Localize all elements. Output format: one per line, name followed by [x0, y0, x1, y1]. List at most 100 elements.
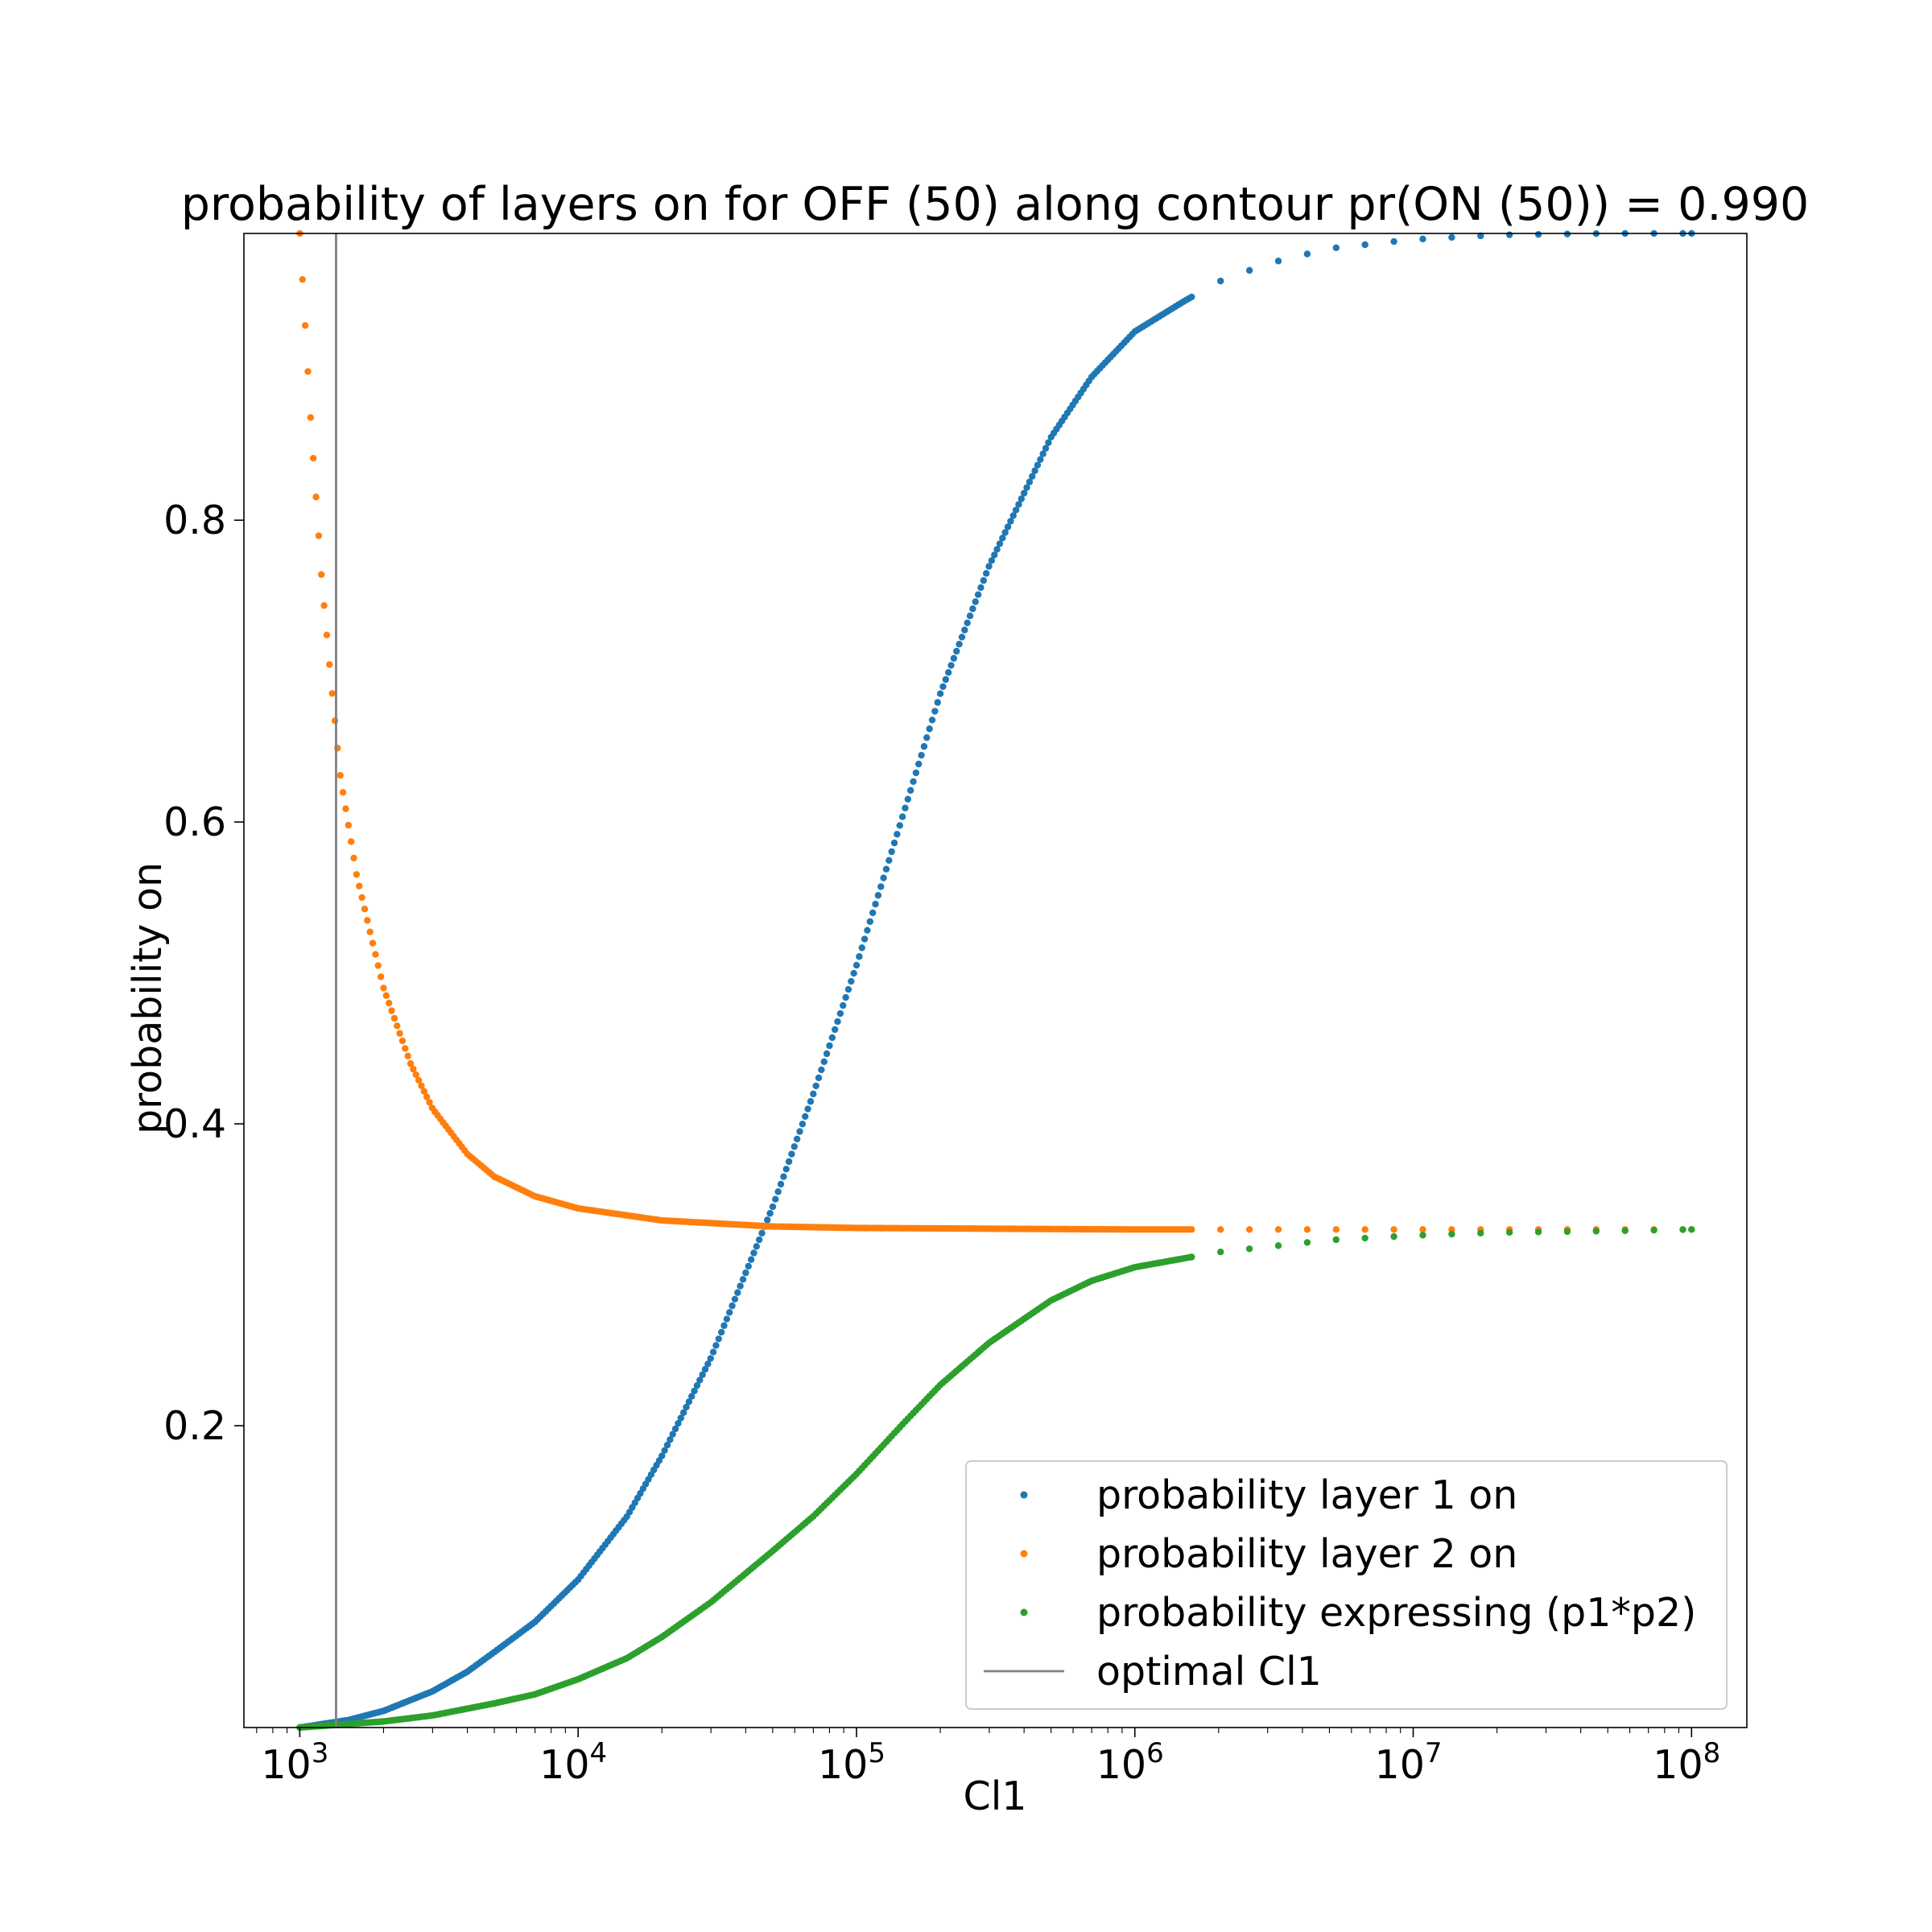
data-point: [831, 1026, 839, 1034]
data-point: [1592, 1228, 1600, 1235]
data-point: [964, 619, 971, 627]
data-point: [828, 1034, 836, 1042]
data-point: [936, 690, 944, 697]
legend-item: probability layer 2 on: [1020, 1531, 1517, 1577]
data-point: [715, 1335, 722, 1343]
data-point: [996, 540, 1004, 547]
data-point: [972, 598, 979, 605]
data-point: [823, 1050, 831, 1058]
legend-item: probability expressing (p1*p2): [1020, 1590, 1696, 1636]
data-point: [896, 822, 903, 829]
y-tick-label: 0.8: [163, 497, 226, 543]
data-point: [667, 1436, 674, 1443]
data-point: [1361, 1226, 1368, 1233]
data-point: [910, 778, 917, 786]
data-point: [1303, 1239, 1311, 1246]
data-point: [331, 717, 339, 724]
data-point: [720, 1322, 728, 1329]
legend: probability layer 1 on probability layer …: [965, 1460, 1728, 1710]
data-point: [336, 772, 344, 779]
data-point: [1688, 1226, 1695, 1233]
data-point: [1332, 1236, 1340, 1244]
data-point: [774, 1188, 782, 1195]
data-point: [412, 1071, 419, 1079]
data-point: [1245, 1245, 1253, 1253]
data-point: [704, 1360, 712, 1368]
data-point: [1045, 439, 1052, 447]
data-point: [920, 743, 928, 750]
data-point: [1303, 250, 1311, 258]
data-point: [898, 813, 906, 820]
data-point: [852, 961, 861, 969]
legend-item: optimal Cl1: [984, 1649, 1322, 1695]
series-2: [296, 229, 1695, 1233]
data-point: [923, 734, 931, 741]
data-point: [999, 535, 1006, 542]
data-point: [912, 769, 920, 777]
data-point: [942, 675, 950, 683]
data-point: [1023, 484, 1030, 491]
data-point: [312, 493, 320, 501]
data-point: [858, 944, 865, 952]
data-point: [1012, 506, 1020, 514]
data-point: [1217, 1226, 1224, 1233]
legend-marker: [1020, 1550, 1028, 1558]
data-point: [388, 1007, 395, 1014]
data-point: [685, 1398, 693, 1406]
data-point: [358, 894, 365, 902]
legend-frame: [965, 1460, 1728, 1710]
data-point: [1505, 1228, 1513, 1236]
data-point: [1001, 529, 1009, 536]
legend-marker: [1020, 1491, 1028, 1499]
data-point: [307, 414, 315, 421]
data-point: [726, 1309, 733, 1316]
data-point: [791, 1143, 798, 1150]
data-point: [677, 1414, 684, 1422]
data-point: [734, 1289, 741, 1296]
data-point: [894, 831, 901, 838]
data-point: [407, 1060, 415, 1067]
legend-label: probability layer 2 on: [1096, 1531, 1517, 1577]
data-point: [1029, 473, 1036, 480]
data-point: [729, 1302, 736, 1310]
data-point: [339, 789, 347, 796]
data-point: [385, 999, 393, 1007]
data-point: [947, 662, 955, 669]
data-point: [934, 699, 941, 706]
data-point: [415, 1076, 423, 1084]
data-point: [802, 1113, 809, 1121]
data-point: [766, 1210, 774, 1217]
data-point: [420, 1088, 428, 1095]
data-point: [1419, 1232, 1426, 1239]
data-point: [956, 640, 963, 648]
data-point: [807, 1098, 815, 1105]
data-point: [404, 1052, 411, 1060]
data-point: [1448, 233, 1455, 242]
legend-label: optimal Cl1: [1096, 1649, 1322, 1695]
x-tick-label: 104: [539, 1737, 607, 1788]
data-point: [717, 1328, 725, 1336]
data-point: [993, 546, 1001, 553]
data-point: [1448, 1230, 1455, 1238]
data-point: [669, 1430, 676, 1438]
data-point: [915, 760, 923, 768]
data-point: [745, 1262, 752, 1270]
data-point: [1563, 1228, 1571, 1236]
data-point: [820, 1058, 828, 1066]
data-point: [890, 839, 898, 847]
data-point: [747, 1256, 755, 1263]
data-point: [426, 1099, 433, 1106]
data-point: [1004, 523, 1012, 530]
data-point: [709, 1348, 717, 1356]
data-point: [1042, 444, 1050, 452]
data-point: [315, 532, 323, 539]
data-point: [931, 708, 939, 715]
data-point: [1621, 1227, 1629, 1235]
data-point: [926, 725, 933, 733]
data-point: [712, 1342, 720, 1349]
data-point: [394, 1022, 401, 1030]
data-point: [1477, 1229, 1484, 1237]
data-point: [939, 683, 947, 691]
data-point: [1026, 478, 1034, 485]
